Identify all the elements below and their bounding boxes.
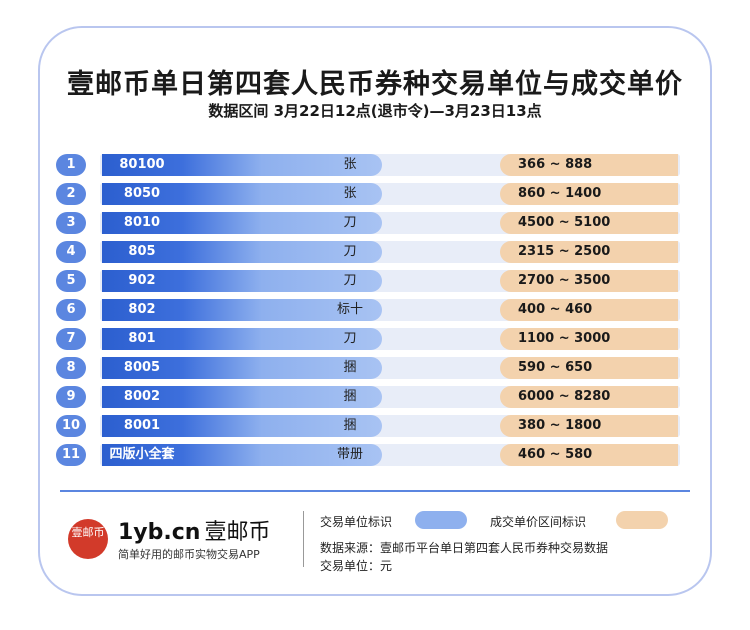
row-price-range: 2315 ~ 2500	[518, 244, 611, 259]
row-code: 8005	[123, 360, 161, 375]
row-unit: 刀	[343, 273, 357, 288]
row-number-badge: 2	[56, 183, 86, 205]
price-range-bar	[500, 444, 678, 466]
unit-bar	[102, 299, 382, 321]
brand-tagline: 简单好用的邮币实物交易APP	[118, 548, 260, 561]
unit-bar	[102, 212, 382, 234]
price-range-bar	[500, 328, 678, 350]
row-price-range: 2700 ~ 3500	[518, 273, 611, 288]
row-unit: 捆	[343, 360, 357, 375]
unit-bar	[102, 357, 382, 379]
price-range-bar	[500, 299, 678, 321]
price-range-bar	[500, 270, 678, 292]
table-row: 7 801 刀 1100 ~ 3000	[0, 327, 750, 352]
row-code: 80100	[119, 157, 165, 172]
row-number-badge: 11	[56, 444, 86, 466]
brand-logo: 1yb.cn 壹邮币	[118, 514, 270, 546]
row-code: 802	[128, 302, 156, 317]
price-range-bar	[500, 154, 678, 176]
row-code: 8050	[123, 186, 161, 201]
currency-note: 交易单位：元	[320, 559, 393, 573]
row-unit: 张	[343, 157, 357, 172]
table-row: 9 8002 捆 6000 ~ 8280	[0, 385, 750, 410]
row-code: 801	[128, 331, 156, 346]
row-number-badge: 7	[56, 328, 86, 350]
row-code: 8002	[123, 389, 161, 404]
price-range-bar	[500, 212, 678, 234]
table-row: 4 805 刀 2315 ~ 2500	[0, 240, 750, 265]
row-unit: 捆	[343, 389, 357, 404]
price-range-bar	[500, 386, 678, 408]
row-unit: 捆	[343, 418, 357, 433]
unit-bar	[102, 444, 382, 466]
row-price-range: 6000 ~ 8280	[518, 389, 611, 404]
row-code: 8010	[123, 215, 161, 230]
row-number-badge: 3	[56, 212, 86, 234]
unit-bar	[102, 183, 382, 205]
row-price-range: 366 ~ 888	[518, 157, 593, 172]
table-row: 8 8005 捆 590 ~ 650	[0, 356, 750, 381]
row-number-badge: 8	[56, 357, 86, 379]
row-unit: 带册	[336, 447, 363, 462]
table-row: 5 902 刀 2700 ~ 3500	[0, 269, 750, 294]
table-row: 11 四版小全套 带册 460 ~ 580	[0, 443, 750, 468]
logo-seal-icon: 壹邮币	[68, 519, 108, 559]
row-price-range: 380 ~ 1800	[518, 418, 602, 433]
legend-range-swatch	[616, 511, 668, 529]
table-row: 2 8050 张 860 ~ 1400	[0, 182, 750, 207]
unit-bar	[102, 386, 382, 408]
page-title: 壹邮币单日第四套人民币券种交易单位与成交单价	[67, 69, 683, 100]
page-subtitle: 数据区间 3月22日12点(退市令)—3月23日13点	[208, 102, 542, 120]
table-row: 10 8001 捆 380 ~ 1800	[0, 414, 750, 439]
price-range-bar	[500, 241, 678, 263]
unit-bar	[102, 415, 382, 437]
footer-divider	[60, 490, 690, 492]
row-number-badge: 10	[56, 415, 86, 437]
row-price-range: 400 ~ 460	[518, 302, 593, 317]
brand-cn: 壹邮币	[204, 520, 271, 545]
row-price-range: 590 ~ 650	[518, 360, 593, 375]
row-price-range: 1100 ~ 3000	[518, 331, 611, 346]
row-unit: 刀	[343, 331, 357, 346]
unit-bar	[102, 328, 382, 350]
data-source-note: 数据来源：壹邮币平台单日第四套人民币券种交易数据	[320, 541, 609, 555]
footer-separator	[303, 511, 304, 567]
price-range-bar	[500, 357, 678, 379]
table-row: 1 80100 张 366 ~ 888	[0, 153, 750, 178]
legend-range-label: 成交单价区间标识	[490, 515, 587, 529]
row-price-range: 460 ~ 580	[518, 447, 593, 462]
table-row: 3 8010 刀 4500 ~ 5100	[0, 211, 750, 236]
row-number-badge: 1	[56, 154, 86, 176]
row-code: 8001	[123, 418, 161, 433]
row-number-badge: 9	[56, 386, 86, 408]
legend-unit-swatch	[415, 511, 467, 529]
unit-bar	[102, 270, 382, 292]
brand-latin: 1yb.cn	[118, 520, 201, 545]
row-unit: 刀	[343, 215, 357, 230]
row-code: 805	[128, 244, 156, 259]
unit-bar	[102, 154, 382, 176]
row-unit: 刀	[343, 244, 357, 259]
table-row: 6 802 标十 400 ~ 460	[0, 298, 750, 323]
price-range-bar	[500, 415, 678, 437]
row-unit: 标十	[336, 302, 363, 317]
row-unit: 张	[343, 186, 357, 201]
row-number-badge: 5	[56, 270, 86, 292]
price-range-bar	[500, 183, 678, 205]
row-price-range: 860 ~ 1400	[518, 186, 602, 201]
unit-bar	[102, 241, 382, 263]
row-price-range: 4500 ~ 5100	[518, 215, 611, 230]
row-code: 902	[128, 273, 156, 288]
row-number-badge: 6	[56, 299, 86, 321]
row-code: 四版小全套	[109, 447, 175, 462]
row-number-badge: 4	[56, 241, 86, 263]
legend-unit-label: 交易单位标识	[320, 515, 393, 529]
